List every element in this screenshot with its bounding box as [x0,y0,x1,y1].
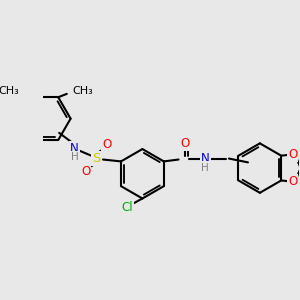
Text: CH₃: CH₃ [73,85,93,96]
Text: H: H [201,163,209,172]
Text: S: S [92,152,100,165]
Text: O: O [288,148,297,161]
Text: Cl: Cl [122,201,133,214]
Text: O: O [81,165,90,178]
Text: N: N [201,152,210,165]
Text: H: H [70,152,78,162]
Text: CH₃: CH₃ [0,85,19,96]
Text: O: O [102,138,111,151]
Text: O: O [288,175,297,188]
Text: O: O [181,137,190,150]
Text: N: N [70,142,79,154]
